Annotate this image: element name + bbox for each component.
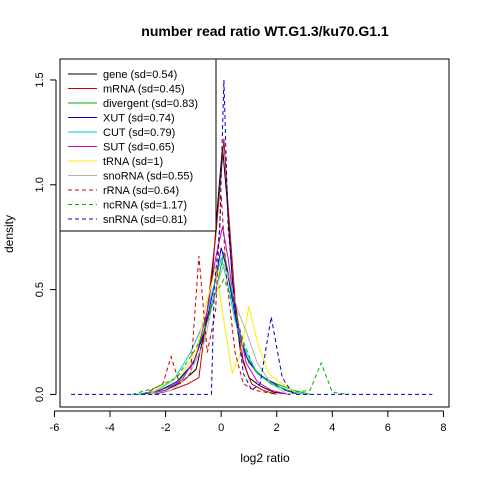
series-line-10 [71,79,433,395]
y-tick-label: 0.0 [34,387,46,402]
x-axis-title: log2 ratio [240,451,290,465]
x-tick-label: 6 [385,422,391,434]
legend-label: rRNA (sd=0.64) [103,185,179,197]
series-line-7 [148,262,289,395]
legend-label: ncRNA (sd=1.17) [103,200,187,212]
legend-label: SUT (sd=0.65) [103,142,175,154]
y-tick-label: 0.5 [34,282,46,297]
legend-label: snRNA (sd=0.81) [103,214,187,226]
series-line-9 [132,277,350,395]
x-tick-label: 0 [218,422,224,434]
series-line-6 [148,268,300,395]
x-axis: -6 -4 -2 0 2 4 6 8 [50,410,447,434]
y-tick-label: 1.0 [34,177,46,192]
y-tick-label: 1.5 [34,72,46,87]
legend-label: tRNA (sd=1) [103,156,163,168]
legend-label: mRNA (sd=0.45) [103,84,185,96]
chart-title: number read ratio WT.G1.3/ku70.G1.1 [141,23,389,39]
legend-label: snoRNA (sd=0.55) [103,171,193,183]
y-axis-title: density [2,215,16,253]
legend-label: gene (sd=0.54) [103,69,177,81]
series-line-1 [154,138,277,395]
legend-label: XUT (sd=0.74) [103,113,175,125]
x-tick-label: -4 [105,422,115,434]
x-tick-label: 2 [274,422,280,434]
legend-box [59,58,217,232]
legend: gene (sd=0.54) mRNA (sd=0.45) divergent (s… [59,58,217,232]
x-tick-label: 4 [329,422,335,434]
series-layer [71,79,433,395]
legend-label: CUT (sd=0.79) [103,127,175,139]
x-tick-label: -2 [161,422,171,434]
y-axis: 0.0 0.5 1.0 1.5 [34,72,57,402]
x-tick-label: -6 [50,422,60,434]
x-tick-label: 8 [440,422,446,434]
legend-label: divergent (sd=0.83) [103,98,198,110]
series-line-5 [148,226,288,395]
series-line-2 [137,251,311,395]
plot-frame [59,58,450,408]
series-line-4 [140,256,305,395]
